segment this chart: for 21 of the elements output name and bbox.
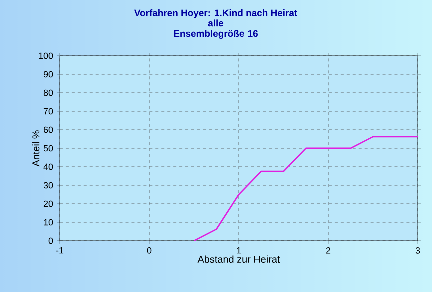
y-tick-label: 70	[44, 108, 54, 115]
x-tick-label: 3	[416, 248, 420, 254]
x-axis-title: Abstand zur Heirat	[198, 256, 280, 264]
chart-title: Vorfahren Hoyer: 1.Kind nach Heirat	[134, 10, 298, 18]
chart-subtitle: alle Ensemblegröße 16	[174, 20, 258, 40]
y-tick-label: 50	[44, 145, 54, 152]
x-tick-label: 1	[237, 248, 242, 254]
line-series	[194, 136, 418, 241]
y-tick-label: 100	[39, 52, 54, 60]
x-tick-label: 0	[147, 248, 152, 254]
x-tick-label: -1	[56, 248, 64, 254]
y-axis-title: Anteil %	[32, 130, 40, 167]
y-tick-label: 90	[44, 71, 54, 78]
y-tick-label: 20	[44, 200, 54, 208]
y-tick-label: 40	[44, 164, 54, 170]
y-tick-label: 30	[44, 182, 54, 189]
y-tick-label: 60	[44, 126, 54, 134]
y-tick-label: 0	[48, 238, 54, 244]
y-tick-label: 80	[44, 90, 54, 96]
x-tick-label: 2	[326, 248, 331, 254]
y-tick-label: 10	[44, 219, 54, 226]
